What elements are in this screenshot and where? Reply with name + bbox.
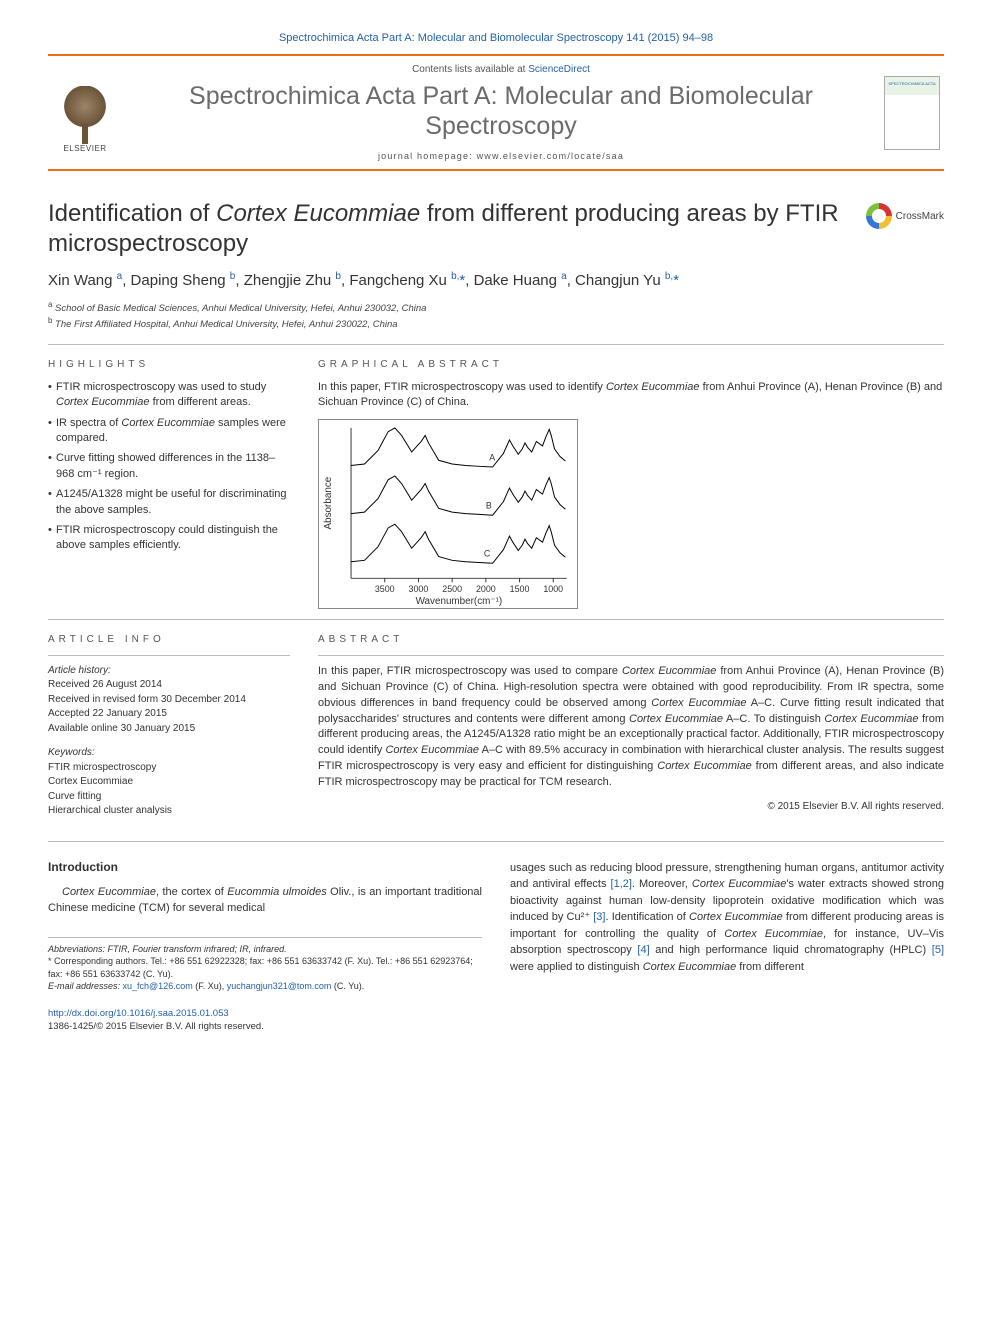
contents-line: Contents lists available at ScienceDirec… [126,64,876,75]
svg-text:3500: 3500 [375,584,395,594]
article-info-label: ARTICLE INFO [48,634,290,645]
homepage-line: journal homepage: www.elsevier.com/locat… [126,151,876,161]
elsevier-label: ELSEVIER [63,144,106,153]
svg-text:Absorbance: Absorbance [323,476,334,529]
ga-intro: In this paper, FTIR microspectroscopy wa… [318,380,944,411]
issn-line: 1386-1425/© 2015 Elsevier B.V. All right… [48,1021,264,1032]
highlights-label: HIGHLIGHTS [48,359,290,370]
svg-text:2500: 2500 [442,584,462,594]
article-info-block: Article history:Received 26 August 2014R… [48,664,290,819]
sciencedirect-link[interactable]: ScienceDirect [528,64,590,75]
rule [48,619,944,620]
highlight-item: FTIR microspectroscopy was used to study… [48,380,290,411]
article-info-col: ARTICLE INFO Article history:Received 26… [48,634,290,819]
spectrum-chart: 3500 3000 2500 2000 1500 1000 Wavenumber(cm⁻¹)… [318,419,578,609]
ga-pre: In this paper, FTIR microspectroscopy wa… [318,381,606,393]
svg-text:B: B [486,500,492,510]
spectrum-svg: 3500 3000 2500 2000 1500 1000 Wavenumber(cm⁻¹)… [319,420,577,608]
ga-ital: Cortex Eucommiae [606,381,700,393]
elsevier-logo: ELSEVIER [52,73,118,153]
abstract-col: ABSTRACT In this paper, FTIR microspectr… [318,634,944,819]
footnote-abbrev-text: Abbreviations: FTIR, Fourier transform i… [48,944,287,954]
rule [48,841,944,842]
authors-line: Xin Wang a, Daping Sheng b, Zhengjie Zhu… [48,271,944,289]
info-abstract-row: ARTICLE INFO Article history:Received 26… [48,634,944,819]
footnotes: Abbreviations: FTIR, Fourier transform i… [48,937,482,993]
highlights-ga-row: HIGHLIGHTS FTIR microspectroscopy was us… [48,359,944,609]
svg-text:C: C [484,548,491,558]
rule [48,655,290,656]
intro-heading: Introduction [48,860,482,874]
svg-text:2000: 2000 [476,584,496,594]
abstract-text: In this paper, FTIR microspectroscopy wa… [318,664,944,792]
masthead-center: Contents lists available at ScienceDirec… [126,64,876,161]
email-label: E-mail addresses: [48,981,123,991]
footnote-emails: E-mail addresses: xu_fch@126.com (F. Xu)… [48,980,482,993]
rule [48,344,944,345]
footnote-corr: * Corresponding authors. Tel.: +86 551 6… [48,955,482,980]
copyright: © 2015 Elsevier B.V. All rights reserved… [318,801,944,812]
highlights-list: FTIR microspectroscopy was used to study… [48,380,290,554]
body-columns: Introduction Cortex Eucommiae, the corte… [48,860,944,1034]
crossmark-icon [866,203,892,229]
crossmark-badge[interactable]: CrossMark [866,203,944,229]
affiliations: a School of Basic Medical Sciences, Anhu… [48,299,944,332]
title-ital: Cortex Eucommiae [216,200,420,227]
body-col-right: usages such as reducing blood pressure, … [510,860,944,1034]
rule [318,655,944,656]
masthead: ELSEVIER Contents lists available at Sci… [48,54,944,171]
intro-para-right: usages such as reducing blood pressure, … [510,860,944,976]
footnote-abbrev: Abbreviations: FTIR, Fourier transform i… [48,943,482,956]
svg-text:1000: 1000 [543,584,563,594]
highlight-item: A1245/A1328 might be useful for discrimi… [48,487,290,518]
ga-label: GRAPHICAL ABSTRACT [318,359,944,370]
doi-link[interactable]: http://dx.doi.org/10.1016/j.saa.2015.01.… [48,1008,229,1019]
email-link-2[interactable]: yuchangjun321@tom.com [227,981,332,991]
journal-title: Spectrochimica Acta Part A: Molecular an… [126,81,876,141]
homepage-prefix: journal homepage: [378,151,477,161]
elsevier-tree-icon [59,86,111,144]
journal-cover-thumb [884,76,940,150]
highlight-item: Curve fitting showed differences in the … [48,451,290,482]
highlight-item: IR spectra of Cortex Eucommiae samples w… [48,416,290,447]
body-col-left: Introduction Cortex Eucommiae, the corte… [48,860,482,1034]
svg-text:3000: 3000 [409,584,429,594]
highlight-item: FTIR microspectroscopy could distinguish… [48,523,290,554]
intro-para-left: Cortex Eucommiae, the cortex of Eucommia… [48,884,482,917]
email-who-2: (C. Yu). [331,981,364,991]
ga-col: GRAPHICAL ABSTRACT In this paper, FTIR m… [318,359,944,609]
title-row: Identification of Cortex Eucommiae from … [48,199,944,259]
svg-text:1500: 1500 [510,584,530,594]
abstract-label: ABSTRACT [318,634,944,645]
citation-header: Spectrochimica Acta Part A: Molecular an… [48,32,944,44]
email-link-1[interactable]: xu_fch@126.com [123,981,193,991]
doi-block: http://dx.doi.org/10.1016/j.saa.2015.01.… [48,1007,482,1034]
title-pre: Identification of [48,200,216,227]
crossmark-label: CrossMark [896,211,944,222]
svg-text:Wavenumber(cm⁻¹): Wavenumber(cm⁻¹) [416,596,503,607]
highlights-col: HIGHLIGHTS FTIR microspectroscopy was us… [48,359,290,609]
email-who-1: (F. Xu), [193,981,227,991]
contents-prefix: Contents lists available at [412,64,528,75]
svg-text:A: A [489,452,495,462]
homepage-url[interactable]: www.elsevier.com/locate/saa [477,151,624,161]
article-title: Identification of Cortex Eucommiae from … [48,199,854,259]
